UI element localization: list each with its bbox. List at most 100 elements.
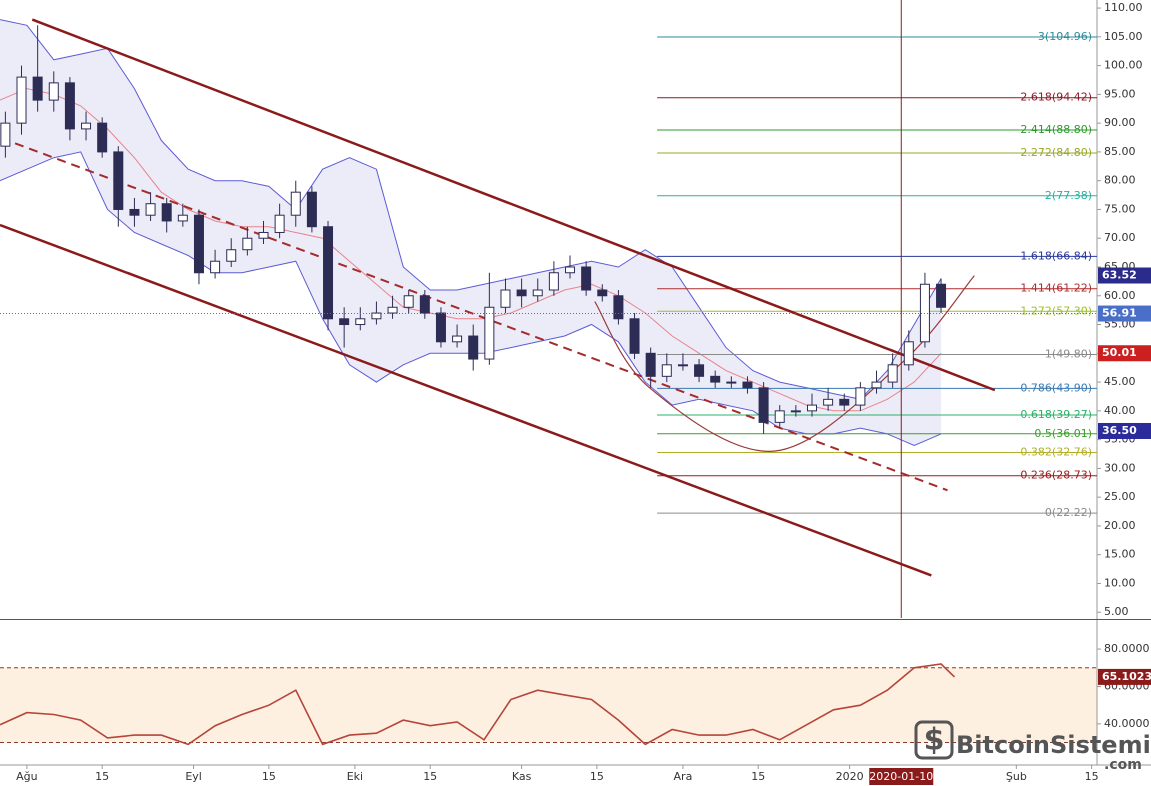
y-tick-label: 60.00	[1104, 289, 1136, 302]
x-tick-label: 15	[95, 770, 109, 783]
candle-body	[64, 82, 75, 130]
price-tag	[1098, 668, 1151, 685]
rsi-band	[0, 667, 1097, 743]
x-tick-label: 15	[423, 770, 437, 783]
candle-body	[903, 341, 914, 366]
bollinger-fill	[0, 19, 942, 446]
y-tick-label: 40.0000	[1104, 717, 1150, 730]
price-tag	[1098, 305, 1151, 322]
fib-label: 2.272(84.80)	[1020, 146, 1092, 159]
y-tick-label: 80.00	[1104, 174, 1136, 187]
logo: $ BitcoinSistemi .com	[914, 720, 1151, 773]
crosshair-label-bg	[869, 768, 934, 785]
y-tick-label: 30.00	[1104, 461, 1136, 474]
candle-body	[565, 266, 576, 274]
candle-body	[435, 312, 446, 343]
candle-body	[387, 306, 398, 314]
fib-label: 2(77.38)	[1045, 189, 1092, 202]
candle-body	[871, 381, 882, 389]
candle-body	[855, 387, 866, 406]
price-tag-label: 56.91	[1102, 307, 1137, 320]
candle-body	[339, 318, 350, 326]
candle-body	[97, 122, 108, 153]
candle-body	[468, 335, 479, 360]
y-tick-label: 15.00	[1104, 548, 1136, 561]
y-tick-label: 70.00	[1104, 231, 1136, 244]
y-tick-label: 5.00	[1104, 605, 1129, 618]
candle-body	[710, 375, 721, 383]
price-tag-label: 36.50	[1102, 424, 1137, 437]
candle-body	[403, 295, 414, 308]
y-tick-label: 90.00	[1104, 116, 1136, 129]
x-tick-label: 15	[590, 770, 604, 783]
candle-body	[32, 76, 43, 101]
price-tag-label: 50.01	[1102, 346, 1137, 359]
candle-body	[419, 295, 430, 314]
y-tick-label: 10.00	[1104, 576, 1136, 589]
logo-symbol: $	[924, 723, 945, 758]
price-tag	[1098, 422, 1151, 439]
candle-body	[629, 318, 640, 354]
candle-body	[210, 260, 221, 274]
candle-body	[500, 289, 511, 308]
candle-body	[758, 387, 769, 423]
y-tick-label: 45.00	[1104, 375, 1136, 388]
y-tick-label: 75.00	[1104, 202, 1136, 215]
moving-average	[0, 88, 942, 412]
x-tick-label: 15	[751, 770, 765, 783]
candle-body	[129, 208, 140, 216]
crosshair-label: 2020-01-10	[869, 770, 933, 783]
logo-icon	[914, 720, 954, 760]
rsi-line	[0, 663, 956, 746]
y-tick-label: 80.0000	[1104, 642, 1150, 655]
fib-label: 1.618(66.84)	[1020, 249, 1092, 262]
x-tick-label: 15	[1085, 770, 1099, 783]
candle-body	[726, 381, 737, 384]
price-tag	[1098, 267, 1151, 284]
candle-body	[242, 237, 253, 251]
fib-label: 1.272(57.30)	[1020, 304, 1092, 317]
y-tick-label: 25.00	[1104, 490, 1136, 503]
candle-body	[597, 289, 608, 297]
trendline	[14, 142, 948, 492]
candle-body	[694, 364, 705, 377]
x-tick-label: Kas	[512, 770, 532, 783]
candle-body	[113, 151, 124, 210]
fib-label: 3(104.96)	[1038, 30, 1092, 43]
candle-body	[532, 289, 543, 297]
candle-body	[323, 226, 334, 320]
fib-label: 0.382(32.76)	[1020, 446, 1092, 459]
candle-body	[887, 364, 898, 383]
candle-body	[742, 381, 753, 389]
y-tick-label: 85.00	[1104, 145, 1136, 158]
candle-body	[581, 266, 592, 291]
candle-body	[936, 283, 947, 308]
candle-body	[226, 249, 237, 262]
y-tick-label: 40.00	[1104, 404, 1136, 417]
x-tick-label: 2020	[836, 770, 864, 783]
candle-body	[258, 231, 269, 239]
fib-label: 0.5(36.01)	[1034, 427, 1092, 440]
trendline	[0, 223, 932, 577]
candle-body	[516, 289, 527, 297]
y-tick-label: 100.00	[1104, 59, 1143, 72]
candle-body	[355, 318, 366, 326]
fib-label: 1(49.80)	[1045, 347, 1092, 360]
candle-body	[661, 364, 672, 377]
candle-body	[48, 82, 59, 101]
candle-body	[452, 335, 463, 343]
price-tag-label: 65.1023	[1102, 670, 1151, 683]
price-tag	[1098, 345, 1151, 362]
candle-body	[193, 214, 204, 274]
candle-body	[371, 312, 382, 320]
candle-body	[677, 364, 688, 367]
candle-body	[161, 203, 172, 222]
bollinger-upper	[0, 19, 942, 400]
y-tick-label: 110.00	[1104, 1, 1143, 14]
x-tick-label: Eki	[347, 770, 363, 783]
y-tick-label: 95.00	[1104, 87, 1136, 100]
x-tick-label: Eyl	[185, 770, 202, 783]
